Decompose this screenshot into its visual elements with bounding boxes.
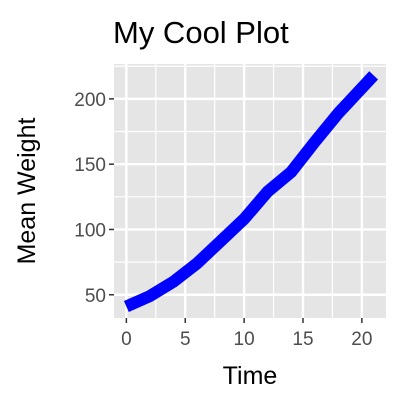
y-tick-label: 50 xyxy=(85,286,106,307)
series-layer xyxy=(123,71,379,312)
x-tick-label: 10 xyxy=(234,329,255,350)
y-axis-title: Mean Weight xyxy=(13,118,41,265)
x-tick-label: 0 xyxy=(121,329,132,350)
y-axis-ticks: 50 100 150 200 xyxy=(74,90,114,307)
y-tick-label: 150 xyxy=(74,155,106,176)
x-tick-label: 15 xyxy=(292,329,313,350)
y-tick-label: 200 xyxy=(74,90,106,111)
chart-title: My Cool Plot xyxy=(113,15,289,50)
y-tick-label: 100 xyxy=(74,220,106,241)
x-axis-ticks: 0 5 10 15 20 xyxy=(121,318,372,350)
x-axis-title: Time xyxy=(223,362,278,390)
series-line-0 xyxy=(123,71,379,312)
x-tick-label: 20 xyxy=(351,329,372,350)
x-tick-label: 5 xyxy=(180,329,191,350)
